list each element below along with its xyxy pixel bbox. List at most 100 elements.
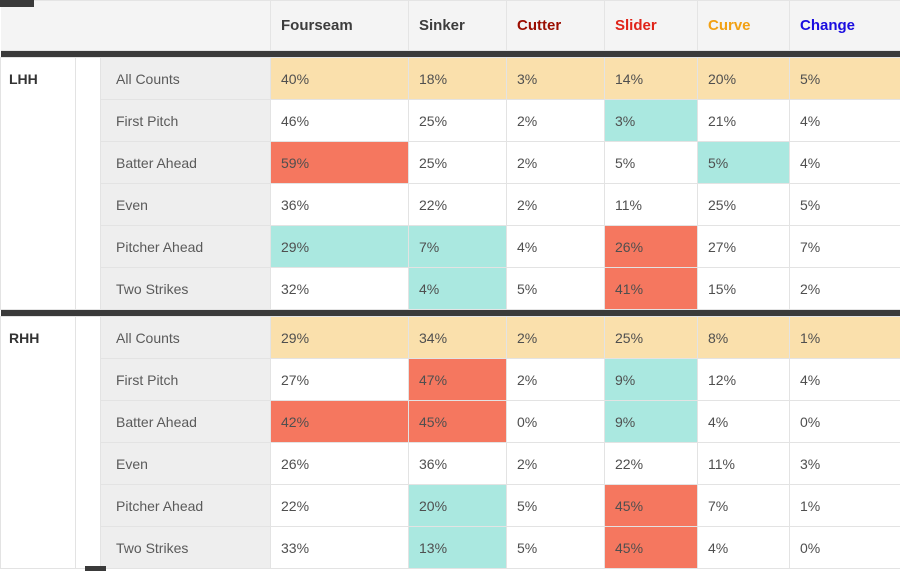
value-cell-change: 1%	[789, 316, 900, 359]
value-cell-fourseam: 29%	[270, 316, 409, 359]
value-cell-slider: 25%	[604, 316, 698, 359]
value-cell-fourseam: 27%	[270, 358, 409, 401]
value-cell-change: 5%	[789, 183, 900, 226]
lhh-row-pitcher-ahead: Pitcher Ahead 29% 7% 4% 26% 27% 7%	[1, 225, 900, 268]
value-cell-fourseam: 46%	[270, 99, 409, 142]
value-cell-change: 7%	[789, 225, 900, 268]
value-cell-fourseam: 22%	[270, 484, 409, 527]
row-label: All Counts	[100, 57, 271, 100]
divider-bar-cell	[0, 50, 900, 58]
value-cell-cutter: 2%	[506, 442, 605, 485]
value-cell-cutter: 5%	[506, 267, 605, 310]
value-cell-curve: 20%	[697, 57, 790, 100]
row-label: First Pitch	[100, 358, 271, 401]
value-cell-fourseam: 29%	[270, 225, 409, 268]
value-cell-sinker: 25%	[408, 99, 507, 142]
value-cell-curve: 11%	[697, 442, 790, 485]
row-label: Two Strikes	[100, 267, 271, 310]
group-label-lhh: LHH	[0, 57, 76, 310]
row-label: Pitcher Ahead	[100, 484, 271, 527]
value-cell-sinker: 22%	[408, 183, 507, 226]
rhh-row-two-strikes: Two Strikes 33% 13% 5% 45% 4% 0%	[1, 526, 900, 569]
divider-bar-cell	[0, 309, 900, 317]
value-cell-curve: 7%	[697, 484, 790, 527]
value-cell-curve: 27%	[697, 225, 790, 268]
value-cell-fourseam: 42%	[270, 400, 409, 443]
value-cell-curve: 25%	[697, 183, 790, 226]
value-cell-change: 4%	[789, 358, 900, 401]
group-label-rhh: RHH	[0, 316, 76, 569]
value-cell-curve: 15%	[697, 267, 790, 310]
col-header-curve: Curve	[697, 0, 790, 51]
section-divider-bar	[0, 50, 900, 58]
rhh-row-all-counts: RHH All Counts 29% 34% 2% 25% 8% 1%	[0, 316, 900, 569]
top-left-bar-fragment	[0, 0, 34, 7]
col-header-sinker: Sinker	[408, 0, 507, 51]
lhh-row-two-strikes: Two Strikes 32% 4% 5% 41% 15% 2%	[1, 267, 900, 310]
value-cell-sinker: 7%	[408, 225, 507, 268]
col-header-slider: Slider	[604, 0, 698, 51]
value-cell-cutter: 2%	[506, 316, 605, 359]
lhh-row-all-counts: LHH All Counts 40% 18% 3% 14% 20% 5%	[0, 57, 900, 310]
lhh-row-first-pitch: First Pitch 46% 25% 2% 3% 21% 4%	[1, 99, 900, 142]
value-cell-curve: 8%	[697, 316, 790, 359]
col-header-change: Change	[789, 0, 900, 51]
value-cell-fourseam: 36%	[270, 183, 409, 226]
value-cell-cutter: 5%	[506, 484, 605, 527]
gutter-column	[75, 57, 101, 310]
value-cell-cutter: 5%	[506, 526, 605, 569]
row-label: Even	[100, 183, 271, 226]
value-cell-cutter: 2%	[506, 141, 605, 184]
value-cell-curve: 5%	[697, 141, 790, 184]
value-cell-fourseam: 33%	[270, 526, 409, 569]
header-row: Fourseam Sinker Cutter Slider Curve Change	[0, 0, 900, 51]
rhh-row-batter-ahead: Batter Ahead 42% 45% 0% 9% 4% 0%	[1, 400, 900, 443]
lhh-row-even: Even 36% 22% 2% 11% 25% 5%	[1, 183, 900, 226]
value-cell-cutter: 2%	[506, 183, 605, 226]
value-cell-change: 0%	[789, 400, 900, 443]
value-cell-slider: 14%	[604, 57, 698, 100]
value-cell-change: 5%	[789, 57, 900, 100]
rhh-row-pitcher-ahead: Pitcher Ahead 22% 20% 5% 45% 7% 1%	[1, 484, 900, 527]
value-cell-change: 4%	[789, 141, 900, 184]
value-cell-fourseam: 26%	[270, 442, 409, 485]
col-header-fourseam: Fourseam	[270, 0, 409, 51]
lhh-row-batter-ahead: Batter Ahead 59% 25% 2% 5% 5% 4%	[1, 141, 900, 184]
row-label: All Counts	[100, 316, 271, 359]
value-cell-curve: 4%	[697, 526, 790, 569]
value-cell-slider: 9%	[604, 400, 698, 443]
value-cell-change: 2%	[789, 267, 900, 310]
value-cell-cutter: 2%	[506, 99, 605, 142]
value-cell-sinker: 25%	[408, 141, 507, 184]
value-cell-slider: 3%	[604, 99, 698, 142]
value-cell-slider: 45%	[604, 526, 698, 569]
bottom-bar-fragment	[85, 566, 106, 571]
row-label: Two Strikes	[100, 526, 271, 569]
value-cell-cutter: 2%	[506, 358, 605, 401]
value-cell-curve: 4%	[697, 400, 790, 443]
value-cell-cutter: 3%	[506, 57, 605, 100]
value-cell-change: 0%	[789, 526, 900, 569]
value-cell-fourseam: 40%	[270, 57, 409, 100]
gutter-column	[75, 316, 101, 569]
section-divider-bar	[0, 309, 900, 317]
row-label: Batter Ahead	[100, 400, 271, 443]
value-cell-slider: 26%	[604, 225, 698, 268]
value-cell-sinker: 47%	[408, 358, 507, 401]
value-cell-slider: 5%	[604, 141, 698, 184]
row-label: Even	[100, 442, 271, 485]
row-label: Batter Ahead	[100, 141, 271, 184]
value-cell-slider: 9%	[604, 358, 698, 401]
value-cell-slider: 22%	[604, 442, 698, 485]
value-cell-sinker: 20%	[408, 484, 507, 527]
value-cell-curve: 21%	[697, 99, 790, 142]
value-cell-sinker: 4%	[408, 267, 507, 310]
row-label: First Pitch	[100, 99, 271, 142]
value-cell-cutter: 0%	[506, 400, 605, 443]
row-label: Pitcher Ahead	[100, 225, 271, 268]
value-cell-change: 3%	[789, 442, 900, 485]
value-cell-sinker: 18%	[408, 57, 507, 100]
value-cell-curve: 12%	[697, 358, 790, 401]
